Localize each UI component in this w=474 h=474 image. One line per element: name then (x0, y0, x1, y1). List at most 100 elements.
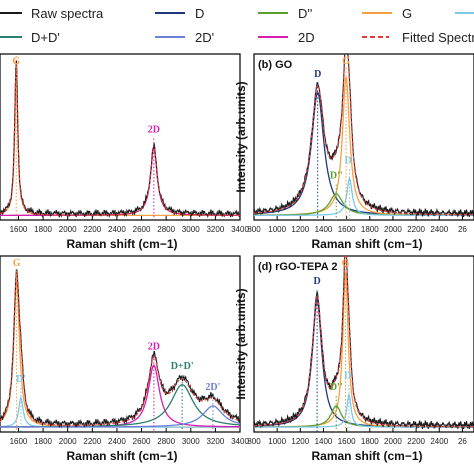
legend-label-2dp: 2D' (195, 30, 214, 45)
legend-item-dpp: D'' (258, 6, 312, 21)
panel-top-right: 800 1000 1200 1400 1600 1800 2000 2200 2400 26 Ram… (234, 53, 474, 251)
plot-frame (253, 255, 474, 433)
peak-label: G (342, 258, 350, 269)
x-tick-label: 2000 (384, 437, 402, 446)
peak-label: 2D (148, 341, 160, 352)
x-tick-label: 2400 (430, 437, 448, 446)
peak-label: D' (344, 371, 354, 382)
series-fitted-spectra (0, 271, 240, 426)
series-d (254, 91, 474, 216)
x-tick-label: 2400 (108, 225, 126, 234)
x-tick-label: 1200 (291, 437, 309, 446)
x-tick-label: 1600 (338, 437, 356, 446)
x-tick-label: 1600 (10, 437, 28, 446)
x-tick-label: 3000 (182, 225, 200, 234)
x-tick-label: 1800 (34, 437, 52, 446)
series-dp (254, 177, 474, 217)
y-axis-label: Intensity (arb.units) (234, 288, 248, 399)
x-tick-label: 1400 (315, 437, 333, 446)
legend-label-raw: Raw spectra (31, 6, 104, 21)
legend-label-g: G (402, 6, 412, 21)
x-axis-label: Raman shift (cm−1) (66, 449, 177, 463)
x-tick-label: 1400 (315, 225, 333, 234)
legend-item-g: G (362, 6, 412, 21)
peak-label: G (13, 258, 21, 269)
legend-label-ddp: D+D' (31, 30, 60, 45)
series-g (0, 280, 240, 428)
panel-title: (b) GO (258, 59, 293, 71)
series-g (254, 76, 474, 216)
legend-item-fit: Fitted Spectra (362, 30, 474, 45)
x-tick-label: 26 (458, 437, 467, 446)
x-tick-label: 800 (247, 437, 261, 446)
series-raw-spectra (0, 60, 240, 219)
peak-label: G (342, 56, 350, 67)
x-tick-label: 2400 (430, 225, 448, 234)
peak-label: D+D' (171, 361, 194, 372)
x-tick-label: 2600 (133, 225, 151, 234)
panel-title: (d) rGO-TEPA 2 (258, 261, 337, 273)
x-tick-label: 1800 (361, 437, 379, 446)
series-g (254, 272, 474, 428)
legend-item-d: D (155, 6, 204, 21)
x-tick-label: 1800 (34, 225, 52, 234)
x-tick-label: 2200 (83, 437, 101, 446)
peak-label: 2D (148, 125, 160, 136)
x-tick-label: 1200 (291, 225, 309, 234)
x-tick-label: 1600 (10, 225, 28, 234)
x-tick-label: 1000 (268, 225, 286, 234)
panel-top-left: 1600 1800 2000 2200 2400 2600 2800 3000 3200 3400… (0, 53, 249, 251)
x-tick-label: 1600 (338, 225, 356, 234)
panel-bottom-right: 800 1000 1200 1400 1600 1800 2000 2200 2400 26 Ram… (234, 255, 474, 463)
x-tick-label: 3400 (231, 437, 249, 446)
x-tick-label: 1800 (361, 225, 379, 234)
x-axis-label: Raman shift (cm−1) (66, 237, 177, 251)
peak-label: D'' (330, 171, 343, 182)
x-tick-label: 2200 (407, 437, 425, 446)
series-2dp (0, 405, 240, 428)
plot-frame (0, 255, 241, 433)
y-axis-label: Intensity (arb.units) (234, 81, 248, 192)
legend-label-fit: Fitted Spectra (402, 30, 474, 45)
x-tick-label: 2600 (133, 437, 151, 446)
peak-label: D' (16, 374, 26, 385)
legend-label-d: D (195, 6, 204, 21)
series-fitted-spectra (254, 54, 474, 216)
x-tick-label: 2800 (157, 437, 175, 446)
peak-label: D (313, 276, 320, 287)
legend-label-dpp: D'' (298, 6, 312, 21)
x-tick-label: 3200 (206, 225, 224, 234)
legend-label-2d: 2D (298, 30, 315, 45)
x-tick-label: 3000 (182, 437, 200, 446)
series-2d (0, 147, 240, 216)
x-tick-label: 2000 (59, 437, 77, 446)
x-tick-label: 1000 (268, 437, 286, 446)
series-raw-spectra (254, 54, 474, 217)
x-tick-label: 2800 (157, 225, 175, 234)
x-tick-label: 2000 (384, 225, 402, 234)
plot-frame (0, 53, 241, 221)
x-tick-label: 2200 (407, 225, 425, 234)
panel-bottom-left: 1600 1800 2000 2200 2400 2600 2800 3000 3200 3400… (0, 255, 249, 463)
peak-label: 2D' (205, 382, 220, 393)
x-axis-label: Raman shift (cm−1) (311, 237, 422, 251)
legend-item-2dp: 2D' (155, 30, 214, 45)
x-tick-label: 2400 (108, 437, 126, 446)
x-tick-label: 3400 (231, 225, 249, 234)
x-tick-label: 26 (458, 225, 467, 234)
series-fitted-spectra (254, 256, 474, 428)
legend-item-2d: 2D (258, 30, 315, 45)
peak-label: G (12, 56, 20, 67)
series-raw-spectra (0, 269, 240, 429)
plot-frame (253, 53, 474, 221)
x-tick-label: 800 (247, 225, 261, 234)
peak-label: D'' (330, 382, 343, 393)
x-tick-label: 3200 (206, 437, 224, 446)
x-axis-label: Raman shift (cm−1) (311, 449, 422, 463)
series-fitted-spectra (0, 62, 240, 216)
x-tick-label: 2200 (83, 225, 101, 234)
legend: Raw spectra D D'' G D+D' 2D' 2D Fi (0, 6, 474, 45)
series-d (254, 298, 474, 428)
x-tick-label: 2000 (59, 225, 77, 234)
